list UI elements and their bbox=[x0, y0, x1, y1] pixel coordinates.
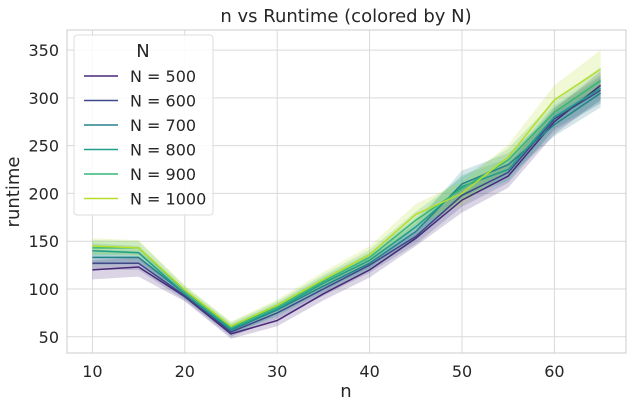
legend-entry: N = 1000 bbox=[130, 190, 206, 209]
chart-title: n vs Runtime (colored by N) bbox=[220, 6, 471, 27]
y-tick-label: 350 bbox=[28, 41, 59, 60]
y-tick-label: 250 bbox=[28, 137, 59, 156]
y-axis-ticks: 50 100 150 200 250 300 350 bbox=[28, 41, 59, 347]
series-line bbox=[92, 68, 602, 328]
legend-title: N bbox=[136, 41, 149, 62]
x-axis-label: n bbox=[340, 381, 351, 402]
x-tick-label: 40 bbox=[359, 362, 379, 381]
y-tick-label: 300 bbox=[28, 89, 59, 108]
legend-box bbox=[73, 34, 214, 216]
series-line bbox=[92, 87, 601, 330]
plot-frame bbox=[66, 29, 627, 354]
legend-entry: N = 600 bbox=[130, 92, 196, 111]
y-tick-label: 200 bbox=[28, 184, 59, 203]
x-tick-label: 10 bbox=[82, 362, 102, 381]
y-tick-label: 100 bbox=[28, 280, 59, 299]
x-tick-label: 50 bbox=[452, 362, 472, 381]
legend-entry: N = 500 bbox=[130, 67, 196, 86]
legend-entry: N = 700 bbox=[130, 116, 196, 135]
x-tick-label: 20 bbox=[175, 362, 195, 381]
series-line bbox=[92, 84, 602, 335]
legend-entry: N = 900 bbox=[130, 165, 196, 184]
legend: N N = 500 N = 600 N = 700 N = 800 N = 900 N = … bbox=[73, 34, 214, 216]
x-tick-label: 60 bbox=[544, 362, 564, 381]
y-tick-label: 50 bbox=[39, 328, 59, 347]
x-axis-ticks: 10 20 30 40 50 60 bbox=[82, 362, 564, 381]
series-lines bbox=[92, 68, 602, 335]
y-axis-label: runtime bbox=[3, 157, 24, 228]
x-tick-label: 30 bbox=[267, 362, 287, 381]
confidence-band bbox=[92, 71, 601, 339]
y-tick-label: 150 bbox=[28, 232, 59, 251]
series-line bbox=[92, 89, 601, 333]
legend-entry: N = 800 bbox=[130, 141, 196, 160]
